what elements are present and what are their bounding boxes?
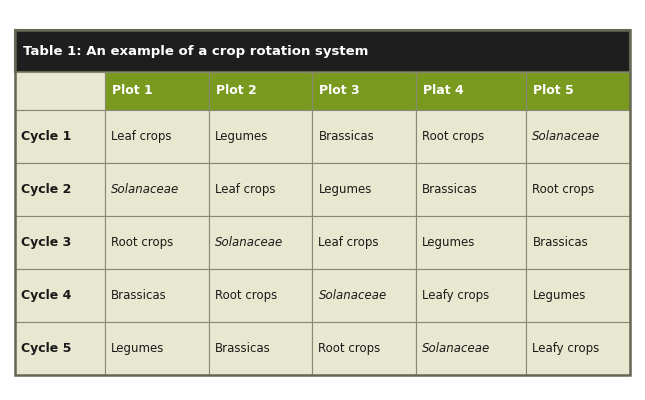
Bar	[526, 269, 630, 322]
Text: Solanaceae: Solanaceae	[532, 130, 600, 143]
Bar	[209, 322, 312, 375]
Text: Root crops: Root crops	[215, 289, 277, 302]
Text: Brassicas: Brassicas	[422, 183, 478, 196]
Bar	[105, 72, 209, 110]
Bar	[15, 72, 105, 110]
Text: Legumes: Legumes	[532, 289, 586, 302]
Text: Root crops: Root crops	[422, 130, 484, 143]
Bar	[15, 30, 630, 72]
Bar	[526, 163, 630, 216]
Text: Root crops: Root crops	[319, 342, 381, 355]
Text: Solanaceae: Solanaceae	[319, 289, 387, 302]
Bar	[416, 110, 526, 163]
Bar	[416, 269, 526, 322]
Bar	[526, 216, 630, 269]
Bar	[526, 322, 630, 375]
Text: Cycle 4: Cycle 4	[21, 289, 72, 302]
Bar	[15, 30, 630, 375]
Text: Brassicas: Brassicas	[532, 236, 588, 249]
Text: Plot 5: Plot 5	[533, 84, 574, 98]
Bar	[15, 269, 105, 322]
Bar	[105, 322, 209, 375]
Text: Plot 1: Plot 1	[112, 84, 153, 98]
Text: Legumes: Legumes	[319, 183, 372, 196]
Text: Cycle 5: Cycle 5	[21, 342, 72, 355]
Bar	[15, 322, 105, 375]
Text: Leaf crops: Leaf crops	[111, 130, 172, 143]
Bar	[416, 322, 526, 375]
Bar	[312, 322, 416, 375]
Bar	[209, 216, 312, 269]
Text: Leafy crops: Leafy crops	[532, 342, 600, 355]
Bar	[15, 110, 105, 163]
Text: Brassicas: Brassicas	[319, 130, 374, 143]
Text: Solanaceae: Solanaceae	[111, 183, 179, 196]
Text: Legumes: Legumes	[111, 342, 164, 355]
Bar	[209, 72, 312, 110]
Bar	[209, 110, 312, 163]
Text: Leafy crops: Leafy crops	[422, 289, 490, 302]
Bar	[416, 163, 526, 216]
Bar	[105, 163, 209, 216]
Bar	[312, 269, 416, 322]
Text: Leaf crops: Leaf crops	[319, 236, 379, 249]
Text: Plot 3: Plot 3	[319, 84, 360, 98]
Bar	[312, 216, 416, 269]
Text: Legumes: Legumes	[422, 236, 475, 249]
Text: Cycle 2: Cycle 2	[21, 183, 72, 196]
Text: Brassicas: Brassicas	[111, 289, 167, 302]
Bar	[105, 269, 209, 322]
Bar	[105, 216, 209, 269]
Text: Leaf crops: Leaf crops	[215, 183, 275, 196]
Bar	[209, 269, 312, 322]
Bar	[312, 163, 416, 216]
Text: Plat 4: Plat 4	[423, 84, 464, 98]
Text: Cycle 1: Cycle 1	[21, 130, 72, 143]
Text: Solanaceae: Solanaceae	[422, 342, 490, 355]
Bar	[105, 110, 209, 163]
Text: Root crops: Root crops	[111, 236, 174, 249]
Bar	[416, 216, 526, 269]
Text: Cycle 3: Cycle 3	[21, 236, 71, 249]
Text: Table 1: An example of a crop rotation system: Table 1: An example of a crop rotation s…	[23, 44, 368, 58]
Bar	[209, 163, 312, 216]
Bar	[15, 163, 105, 216]
Bar	[312, 110, 416, 163]
Text: Root crops: Root crops	[532, 183, 595, 196]
Text: Solanaceae: Solanaceae	[215, 236, 283, 249]
Bar	[526, 72, 630, 110]
Text: Brassicas: Brassicas	[215, 342, 271, 355]
Text: Plot 2: Plot 2	[216, 84, 257, 98]
Text: Legumes: Legumes	[215, 130, 268, 143]
Bar	[416, 72, 526, 110]
Bar	[526, 110, 630, 163]
Bar	[312, 72, 416, 110]
Bar	[15, 216, 105, 269]
